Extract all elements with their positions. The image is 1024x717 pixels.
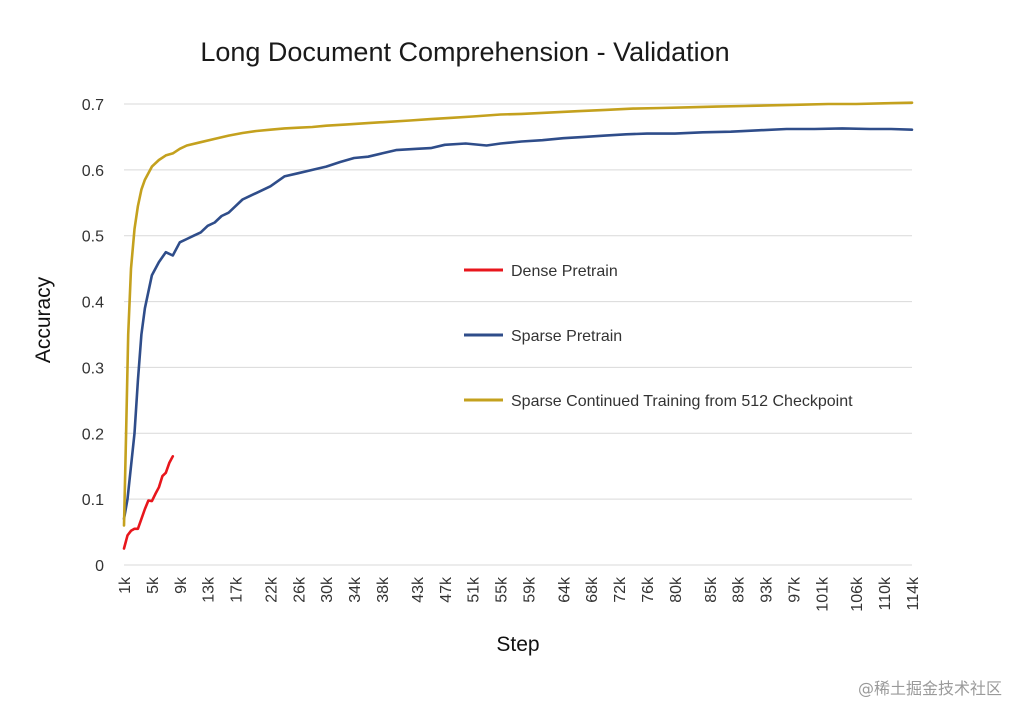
- y-tick-label: 0.5: [82, 229, 104, 246]
- series-line: [122, 455, 175, 550]
- y-tick-label: 0.1: [82, 492, 104, 509]
- grid-lines: [124, 103, 912, 566]
- x-tick-label: 43k: [410, 576, 427, 603]
- x-tick-label: 55k: [494, 576, 511, 603]
- series-lines: [122, 101, 914, 550]
- legend-entry: Sparse Pretrain: [511, 328, 622, 345]
- x-tick-label: 93k: [759, 576, 776, 603]
- x-tick-label: 22k: [263, 576, 280, 603]
- x-axis-label: Step: [496, 633, 539, 656]
- x-tick-label: 9k: [173, 576, 190, 594]
- x-tick-label: 68k: [584, 576, 601, 603]
- y-tick-label: 0.7: [82, 97, 104, 114]
- series-line: [122, 101, 914, 527]
- x-tick-label: 13k: [201, 576, 218, 603]
- y-tick-label: 0.2: [82, 426, 104, 443]
- x-tick-label: 34k: [347, 576, 364, 603]
- legend-entry: Sparse Continued Training from 512 Check…: [511, 393, 853, 410]
- chart-title: Long Document Comprehension - Validation: [200, 37, 729, 67]
- watermark-text: @稀土掘金技术社区: [858, 679, 1002, 698]
- y-tick-label: 0: [95, 558, 104, 575]
- x-tick-label: 89k: [731, 576, 748, 603]
- y-axis-label: Accuracy: [32, 276, 55, 363]
- x-tick-label: 26k: [291, 576, 308, 603]
- x-tick-label: 97k: [786, 576, 803, 603]
- x-tick-label: 101k: [814, 576, 831, 612]
- x-tick-label: 47k: [438, 576, 455, 603]
- x-tick-label: 5k: [145, 576, 162, 594]
- x-tick-label: 1k: [117, 576, 134, 594]
- y-axis-ticks: 0 0.1 0.2 0.3 0.4 0.5 0.6 0.7: [82, 97, 104, 575]
- x-tick-label: 80k: [668, 576, 685, 603]
- y-tick-label: 0.3: [82, 360, 104, 377]
- x-tick-label: 72k: [612, 576, 629, 603]
- x-axis-ticks: 1k 5k 9k 13k 17k 22k 26k 30k 34k 38k 43k 47k 51k 55k 5…: [117, 576, 922, 612]
- x-tick-label: 76k: [640, 576, 657, 603]
- y-tick-label: 0.6: [82, 163, 104, 180]
- legend-entry: Dense Pretrain: [511, 263, 618, 280]
- x-tick-label: 64k: [556, 576, 573, 603]
- x-tick-label: 38k: [375, 576, 392, 603]
- x-tick-label: 110k: [877, 576, 894, 611]
- x-tick-label: 51k: [466, 576, 483, 603]
- x-tick-label: 59k: [521, 576, 538, 603]
- y-tick-label: 0.4: [82, 295, 104, 312]
- x-tick-label: 85k: [703, 576, 720, 603]
- x-tick-label: 114k: [905, 576, 922, 611]
- x-tick-label: 17k: [229, 576, 246, 603]
- x-tick-label: 30k: [319, 576, 336, 603]
- legend: Dense Pretrain Sparse Pretrain Sparse Cont…: [464, 263, 853, 410]
- x-tick-label: 106k: [849, 576, 866, 612]
- series-line: [122, 127, 914, 521]
